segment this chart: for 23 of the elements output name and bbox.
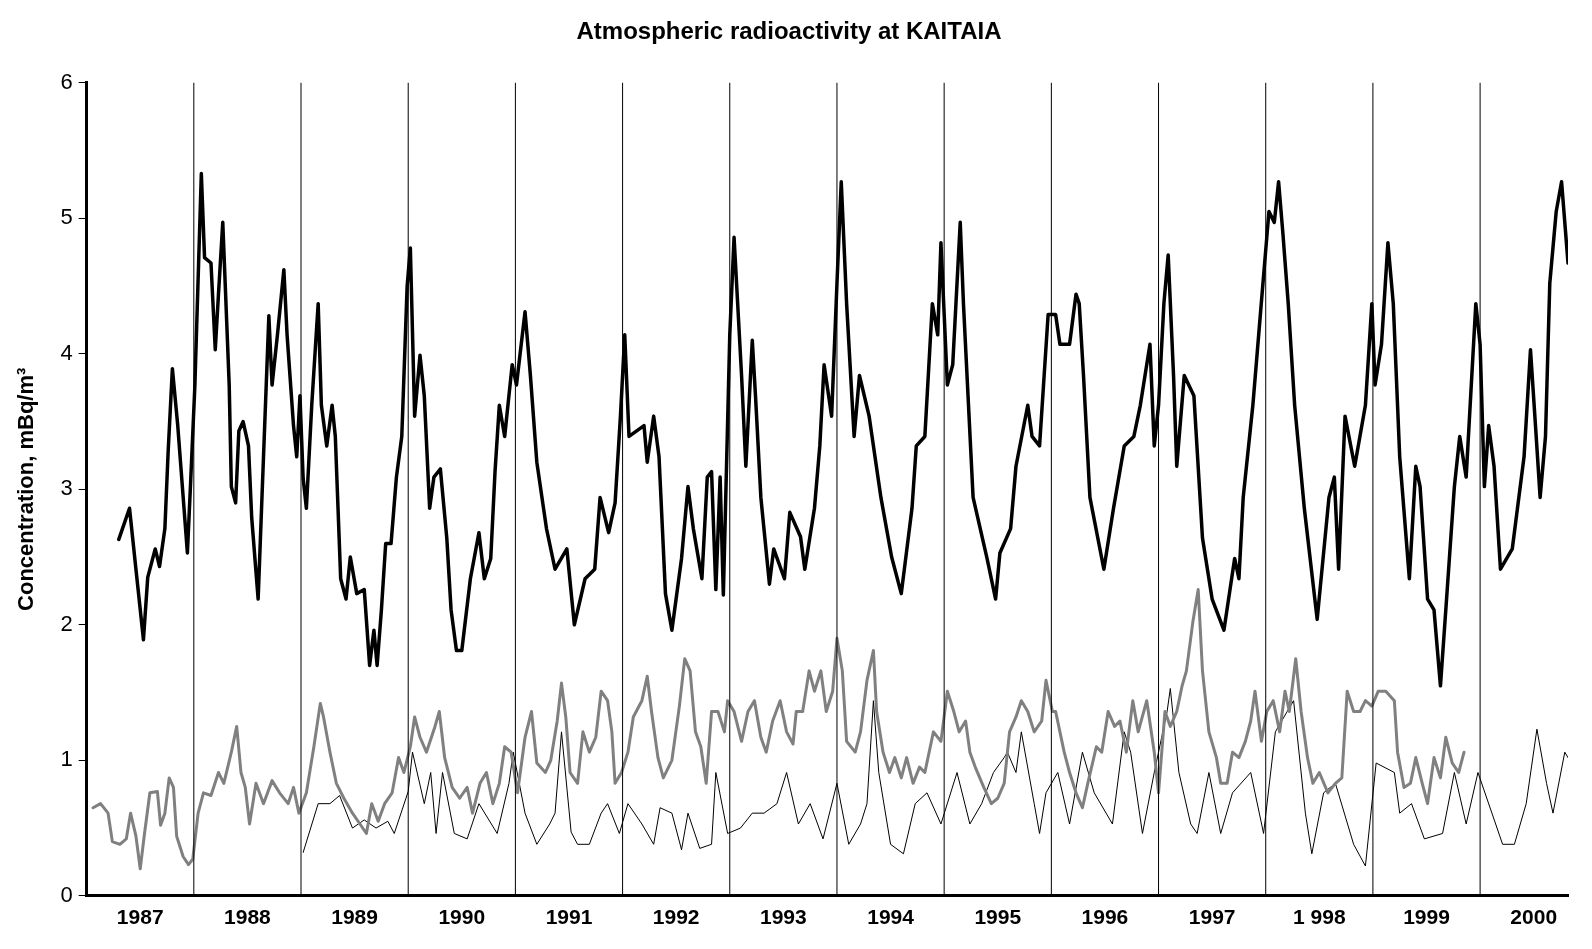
- y-tick-label: 5: [60, 204, 73, 230]
- x-tick-label: 1999: [1403, 905, 1450, 929]
- y-tick-label: 4: [60, 339, 73, 365]
- y-tick-label: 6: [60, 68, 73, 94]
- x-tick-label: 1989: [331, 905, 378, 929]
- y-tick-label: 2: [60, 610, 73, 636]
- x-tick-label: 1988: [224, 905, 272, 929]
- x-tick-label: 1992: [652, 905, 700, 929]
- x-tick-label: 1 998: [1293, 905, 1346, 929]
- y-tick-label: 1: [60, 746, 73, 772]
- x-tick-label: 1996: [1081, 905, 1129, 929]
- x-tick-label: 1987: [116, 905, 164, 929]
- x-tick-label: 1995: [974, 905, 1022, 929]
- y-tick-label: 0: [60, 881, 73, 907]
- x-tick-label: 1991: [545, 905, 593, 929]
- x-tick-label: 1993: [760, 905, 807, 929]
- x-tick-label: 1997: [1188, 905, 1236, 929]
- x-tick-label: 1990: [438, 905, 486, 929]
- y-tick-label: 3: [60, 475, 73, 501]
- chart-title: Atmospheric radioactivity at KAITAIA: [576, 17, 1002, 45]
- x-tick-label: 2000: [1510, 905, 1558, 929]
- y-axis-title: Concentration, mBq/m³: [13, 367, 39, 611]
- x-tick-label: 1994: [867, 905, 915, 929]
